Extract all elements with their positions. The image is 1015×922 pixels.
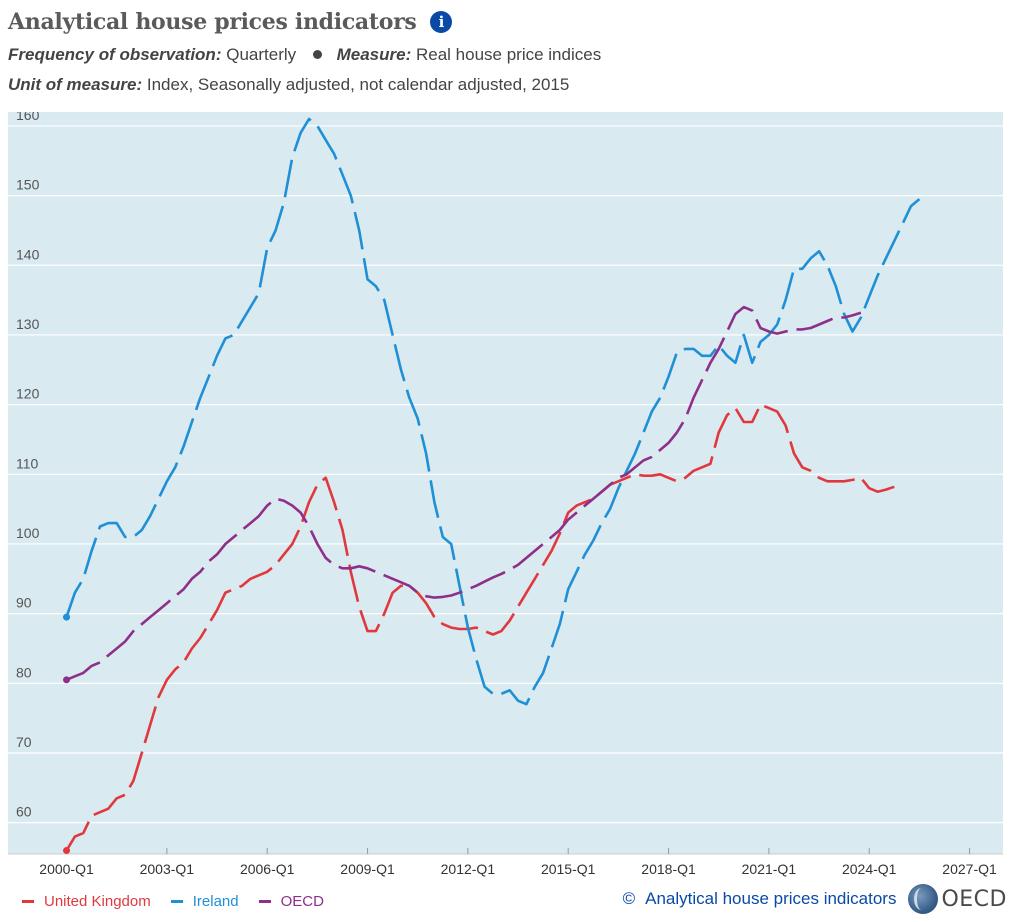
x-tick-label: 2006-Q1 [240, 861, 295, 877]
chart-header: Analytical house prices indicators i Fre… [8, 6, 1008, 98]
source-link[interactable]: Analytical house prices indicators [645, 889, 897, 908]
separator-dot-icon [312, 50, 322, 60]
x-tick-label: 2003-Q1 [140, 861, 195, 877]
y-tick-label: 110 [16, 455, 39, 471]
x-tick-label: 2018-Q1 [641, 861, 696, 877]
page-title: Analytical house prices indicators [8, 9, 417, 35]
measure-label: Measure: [336, 45, 412, 64]
series-start-point [63, 613, 71, 621]
unit-line: Unit of measure: Index, Seasonally adjus… [8, 72, 1008, 98]
x-tick-label: 2027-Q1 [942, 861, 997, 877]
y-tick-label: 70 [16, 734, 32, 750]
oecd-logo[interactable]: OECD [908, 884, 1007, 914]
series-line-oecd[interactable] [66, 305, 862, 681]
legend-item-united-kingdom[interactable]: United Kingdom [22, 893, 151, 910]
title-row: Analytical house prices indicators i [8, 6, 1008, 38]
series-line-ireland[interactable] [65, 117, 921, 706]
x-tick-label: 2012-Q1 [441, 861, 496, 877]
legend-label: Ireland [192, 893, 239, 910]
series-start-point [63, 847, 71, 855]
y-tick-label: 120 [16, 386, 40, 402]
oecd-logo-text: OECD [941, 886, 1007, 912]
y-tick-label: 80 [16, 664, 32, 680]
series-layer [63, 117, 921, 855]
y-tick-label: 140 [16, 246, 40, 262]
x-tick-label: 2015-Q1 [541, 861, 596, 877]
grid-lines [8, 125, 1003, 824]
y-tick-label: 150 [16, 177, 40, 193]
legend-swatch [170, 900, 183, 903]
legend-item-ireland[interactable]: Ireland [170, 893, 239, 910]
frequency-label: Frequency of observation: [8, 45, 222, 64]
legend-item-oecd[interactable]: OECD [258, 893, 324, 910]
plot-background [8, 112, 1003, 854]
source-attribution: © Analytical house prices indicators OEC… [623, 884, 1007, 914]
unit-label: Unit of measure: [8, 75, 143, 94]
frequency-measure-line: Frequency of observation: Quarterly Meas… [8, 42, 1008, 68]
y-tick-label: 100 [16, 525, 40, 541]
series-line-united-kingdom[interactable] [65, 403, 895, 852]
x-tick-label: 2021-Q1 [742, 861, 797, 877]
x-tick-label: 2000-Q1 [39, 861, 94, 877]
legend-label: United Kingdom [44, 893, 151, 910]
legend-label: OECD [280, 893, 324, 910]
info-icon[interactable]: i [430, 11, 453, 33]
chart-legend: United Kingdom Ireland OECD [22, 893, 344, 910]
legend-swatch [258, 900, 271, 903]
x-axis: 2000-Q1 2003-Q1 2006-Q1 2009-Q1 2012-Q1 2015-… [8, 848, 1003, 877]
copyright-icon: © [622, 889, 636, 908]
y-tick-label: 90 [16, 595, 32, 611]
globe-icon [908, 884, 939, 914]
x-tick-label: 2009-Q1 [340, 861, 395, 877]
series-start-point [63, 676, 71, 684]
y-tick-label: 160 [16, 112, 40, 123]
legend-swatch [22, 900, 34, 903]
y-tick-label: 130 [16, 316, 40, 332]
measure-value: Real house price indices [415, 45, 602, 64]
y-tick-label: 60 [16, 804, 32, 820]
y-axis: 60 70 80 90 100 110 120 130 140 150 160 [16, 112, 40, 820]
frequency-value: Quarterly [226, 45, 297, 64]
x-tick-label: 2024-Q1 [842, 861, 897, 877]
unit-value: Index, Seasonally adjusted, not calendar… [146, 75, 570, 94]
